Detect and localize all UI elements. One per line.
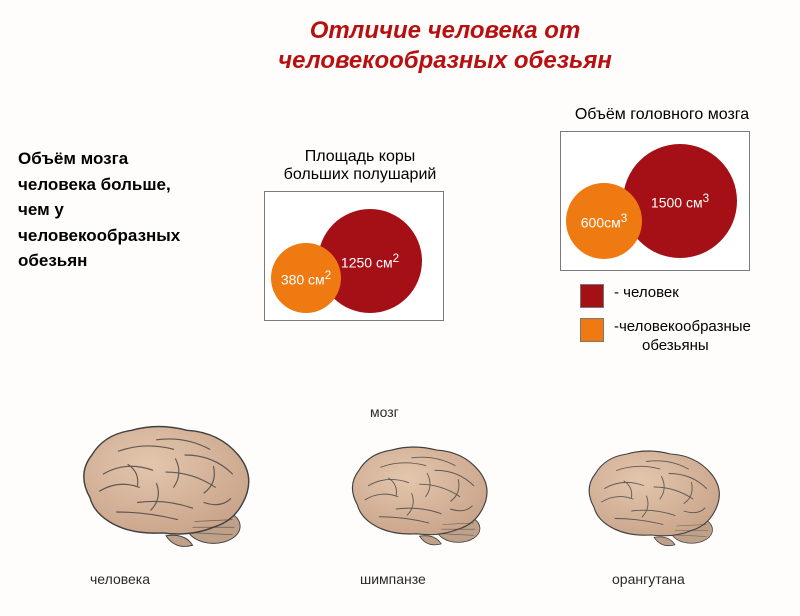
brain-row: [30, 416, 770, 556]
legend: - человек -человекообразные обезьяны: [580, 284, 751, 356]
legend-ape-label: -человекообразные обезьяны: [614, 318, 751, 356]
legend-human-label: - человек: [614, 284, 679, 303]
legend-ape-swatch: [580, 318, 604, 342]
chart1-ape-circle: 380 см2: [271, 243, 341, 313]
brain-human-icon: [71, 416, 261, 556]
page-title: Отличие человека от человекообразных обе…: [90, 16, 800, 76]
brain-chimp-icon: [342, 436, 497, 556]
brain-orang-icon: [579, 441, 729, 556]
chart2-label: Объём головного мозга: [552, 106, 772, 124]
legend-human: - человек: [580, 284, 751, 308]
title-line-2: человекообразных обезьян: [278, 47, 612, 74]
legend-ape: -человекообразные обезьяны: [580, 318, 751, 356]
brain-human-caption: человека: [90, 571, 150, 587]
chart1-label: Площадь коры больших полушарий: [270, 148, 450, 184]
chart2-human-circle: 1500 см3: [623, 144, 737, 258]
brain-orang-caption: орангутана: [612, 571, 685, 587]
legend-human-swatch: [580, 284, 604, 308]
brain-chimp-caption: шимпанзе: [360, 571, 426, 587]
title-line-1: Отличие человека от: [310, 17, 581, 44]
left-explanatory-text: Объём мозга человека больше, чем у челов…: [18, 146, 228, 274]
chart2-ape-circle: 600см3: [566, 183, 642, 259]
